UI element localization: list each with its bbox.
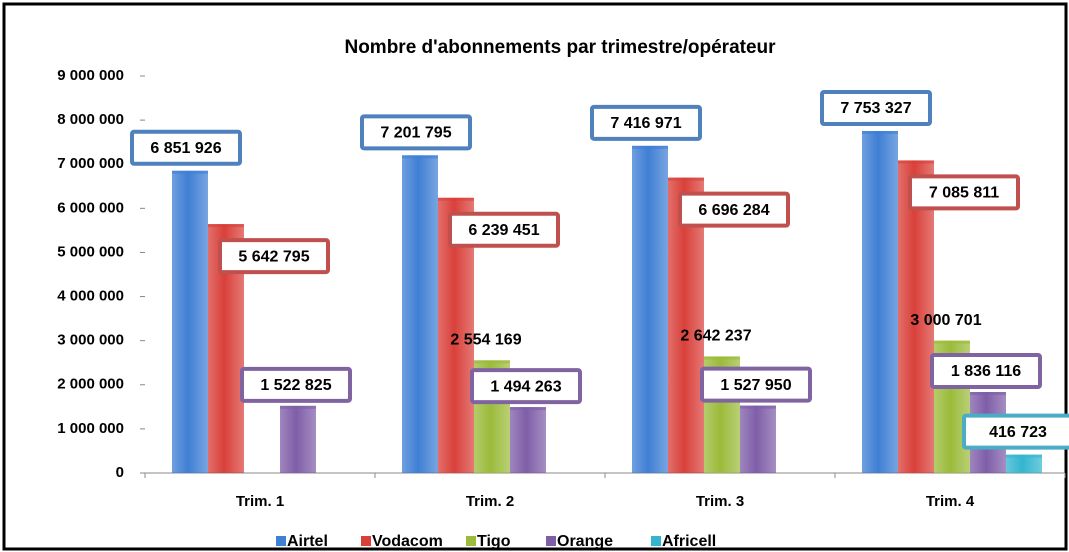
label-box [240, 366, 352, 403]
bar-top [402, 155, 438, 159]
legend-label: Tigo [477, 533, 511, 550]
data-label: 7 416 971 [610, 115, 681, 132]
label-box [962, 413, 1069, 450]
legend-swatch [361, 536, 371, 546]
bar-top [438, 197, 474, 201]
label-box [448, 211, 560, 248]
data-label: 1 522 825 [260, 377, 331, 394]
data-label: 5 642 795 [238, 248, 309, 265]
y-tick-label: 6 000 000 [57, 199, 124, 216]
data-label: 2 642 237 [680, 328, 751, 345]
bar [632, 145, 668, 473]
bar-top [280, 405, 316, 409]
legend-label: Africell [662, 533, 716, 550]
label-box [218, 238, 330, 275]
x-tick-label: Trim. 2 [466, 493, 514, 510]
bar-top [208, 224, 244, 228]
bar-top [1006, 454, 1042, 458]
bar-top [970, 392, 1006, 396]
x-tick-label: Trim. 1 [236, 493, 284, 510]
y-tick-label: 8 000 000 [57, 111, 124, 128]
data-label: 7 201 795 [380, 125, 451, 142]
data-label: 7 753 327 [840, 100, 911, 117]
label-box [470, 368, 582, 405]
data-label: 1 527 950 [720, 377, 791, 394]
legend-swatch [546, 536, 556, 546]
legend-swatch [651, 536, 661, 546]
bar-top [934, 340, 970, 344]
label-box [700, 366, 812, 403]
data-label: 3 000 701 [910, 312, 981, 329]
bar [402, 155, 438, 474]
y-tick-label: 5 000 000 [57, 243, 124, 260]
bar-top [740, 405, 776, 409]
bar-top [898, 160, 934, 164]
data-label: 1 494 263 [490, 378, 561, 395]
data-label: 6 239 451 [468, 222, 539, 239]
x-tick-label: Trim. 3 [696, 493, 744, 510]
bar [740, 405, 776, 473]
bar-top [474, 360, 510, 364]
x-tick-label: Trim. 4 [926, 493, 975, 510]
bar-top [668, 177, 704, 181]
label-box [360, 114, 472, 151]
data-label: 1 836 116 [951, 363, 1021, 380]
y-tick-label: 4 000 000 [57, 288, 124, 305]
bar [280, 405, 316, 473]
y-tick-label: 3 000 000 [57, 332, 124, 349]
label-box [130, 129, 242, 166]
bar-top [510, 407, 546, 411]
bar-top [862, 130, 898, 134]
label-box [678, 191, 790, 228]
y-tick-label: 9 000 000 [57, 67, 124, 84]
label-box [930, 353, 1042, 390]
bar [1006, 454, 1042, 473]
y-tick-label: 0 [116, 464, 124, 481]
bar-top [632, 145, 668, 149]
legend-label: Airtel [287, 533, 328, 550]
data-label: 6 696 284 [698, 202, 769, 219]
bar [172, 170, 208, 473]
y-tick-label: 7 000 000 [57, 155, 124, 172]
bar [510, 407, 546, 473]
data-label: 416 723 [989, 424, 1047, 441]
data-label: 6 851 926 [150, 140, 221, 157]
data-label: 7 085 811 [929, 185, 999, 202]
y-tick-label: 1 000 000 [57, 420, 124, 437]
legend-label: Vodacom [372, 533, 443, 550]
legend-label: Orange [557, 533, 613, 550]
legend-swatch [276, 536, 286, 546]
bar-top [704, 356, 740, 360]
bar [862, 130, 898, 473]
label-box [820, 89, 932, 126]
label-box [590, 104, 702, 141]
chart-title: Nombre d'abonnements par trimestre/opéra… [344, 37, 776, 58]
legend-swatch [466, 536, 476, 546]
y-tick-label: 2 000 000 [57, 376, 124, 393]
data-label: 2 554 169 [450, 332, 521, 349]
bar-top [172, 170, 208, 174]
bar [898, 160, 934, 473]
label-box [908, 174, 1020, 211]
